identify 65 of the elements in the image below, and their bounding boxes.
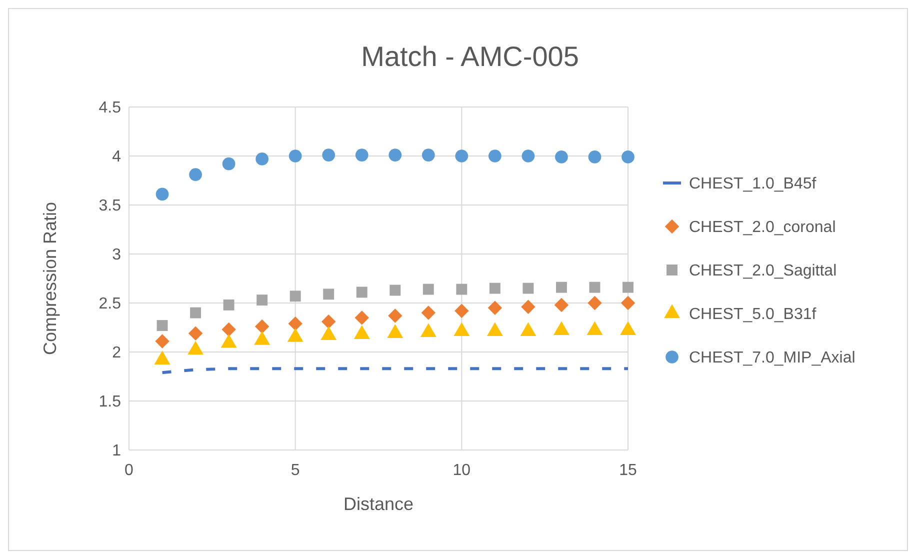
point — [622, 150, 634, 164]
legend-label: CHEST_2.0_coronal — [689, 219, 836, 236]
point — [522, 150, 535, 162]
point — [256, 152, 268, 166]
legend-label: CHEST_1.0_B45f — [689, 176, 817, 193]
point — [488, 300, 502, 316]
y-tick-label: 1 — [112, 442, 122, 460]
point — [489, 282, 500, 294]
point — [588, 150, 602, 164]
point — [454, 304, 469, 318]
point — [254, 319, 270, 334]
point — [422, 148, 435, 162]
point — [323, 288, 334, 300]
point — [620, 296, 636, 310]
x-tick-label: 10 — [452, 462, 471, 479]
point — [456, 284, 468, 295]
legend-label: CHEST_2.0_Sagittal — [689, 262, 837, 280]
legend-label: CHEST_7.0_MIP_Axial — [689, 350, 856, 367]
point — [555, 150, 568, 164]
point — [288, 316, 302, 331]
y-tick-label: 2.5 — [98, 296, 122, 313]
point — [521, 300, 536, 314]
point — [522, 282, 534, 294]
point — [256, 294, 268, 306]
point — [155, 334, 170, 348]
point — [356, 286, 368, 298]
point — [321, 314, 336, 329]
y-tick-label: 1.5 — [98, 394, 122, 411]
point — [421, 306, 436, 320]
point — [188, 326, 203, 340]
point — [390, 284, 401, 296]
x-tick-label: 15 — [619, 462, 637, 479]
point — [222, 157, 236, 170]
y-tick-label: 3 — [112, 246, 122, 264]
point — [556, 282, 567, 293]
y-axis-title: Compression Ratio — [40, 202, 60, 356]
y-tick-label: 2 — [112, 344, 122, 362]
point — [288, 150, 302, 162]
point — [388, 308, 402, 323]
point — [455, 150, 468, 162]
point — [588, 296, 602, 310]
point — [554, 298, 569, 312]
x-tick-label: 0 — [124, 462, 134, 479]
point — [488, 150, 502, 162]
point — [223, 299, 234, 310]
point — [190, 307, 202, 318]
point — [156, 320, 168, 332]
point — [422, 284, 434, 295]
y-tick-label: 4.5 — [98, 100, 122, 117]
point — [622, 282, 634, 293]
point — [354, 310, 369, 325]
chart-title: Match - AMC-005 — [361, 41, 579, 72]
point — [388, 148, 402, 162]
legend-label: CHEST_5.0_B31f — [689, 306, 817, 324]
point — [189, 168, 202, 182]
y-tick-label: 4 — [112, 148, 122, 166]
x-axis-title: Distance — [343, 494, 414, 514]
point — [322, 148, 336, 162]
point — [355, 148, 368, 162]
point — [589, 282, 600, 293]
x-tick-label: 5 — [290, 462, 300, 479]
point — [290, 290, 301, 302]
point — [222, 322, 236, 337]
point — [156, 188, 169, 201]
y-tick-label: 3.5 — [98, 198, 122, 215]
